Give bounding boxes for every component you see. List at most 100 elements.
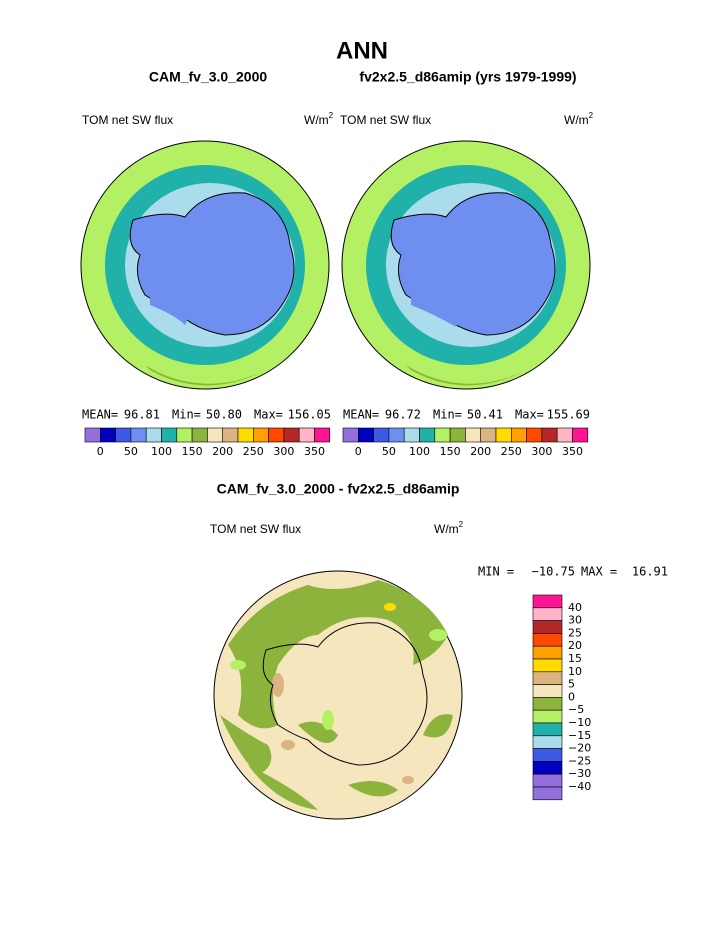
- colorbar-label: 40: [568, 601, 582, 614]
- colorbar-label: 100: [151, 445, 172, 458]
- stat-value: −10.75: [532, 565, 575, 579]
- colorbar-box: [532, 594, 563, 609]
- case-title: fv2x2.5_d86amip (yrs 1979-1999): [359, 69, 576, 85]
- colorbar-box: [532, 684, 563, 698]
- units: W/m2: [434, 520, 464, 536]
- colorbar-box: [314, 427, 331, 443]
- colorbar-label: 50: [382, 445, 396, 458]
- colorbar-label: 100: [409, 445, 430, 458]
- colorbar-label: 150: [440, 445, 461, 458]
- colorbar-label: 0: [97, 445, 104, 458]
- colorbar-box: [253, 427, 269, 443]
- colorbar-box: [532, 748, 563, 762]
- colorbar-box: [357, 427, 374, 443]
- colorbar-label: 250: [243, 445, 264, 458]
- stat-value: 96.81: [124, 408, 160, 422]
- colorbar-box: [532, 633, 563, 647]
- colorbar-box: [176, 427, 193, 443]
- colorbar-box: [465, 427, 481, 443]
- colorbar-box: [161, 427, 178, 443]
- colorbar-label: 15: [568, 652, 582, 665]
- stat-label: MAX =: [581, 565, 617, 579]
- colorbar-box: [268, 427, 285, 443]
- colorbar-box: [532, 761, 563, 775]
- colorbar-box: [342, 427, 359, 443]
- variable-label: TOM net SW flux: [82, 113, 173, 127]
- stat-label: MEAN=: [82, 408, 118, 422]
- colorbar-label: 200: [212, 445, 233, 458]
- colorbar-box: [532, 735, 563, 749]
- colorbar-label: 20: [568, 639, 582, 652]
- colorbar-box: [532, 658, 563, 673]
- colorbar-box: [541, 427, 558, 443]
- colorbar-box: [532, 722, 563, 737]
- stat-value: 50.41: [467, 408, 503, 422]
- colorbar-label: −15: [568, 729, 591, 742]
- map: [341, 140, 591, 390]
- colorbar-label: −20: [568, 742, 591, 755]
- stat-value: 16.91: [632, 565, 668, 579]
- colorbar-box: [222, 427, 239, 443]
- colorbar-box: [191, 427, 208, 443]
- colorbar-label: 0: [355, 445, 362, 458]
- stat-value: 50.80: [206, 408, 242, 422]
- colorbar-box: [480, 427, 497, 443]
- colorbar-box: [532, 786, 563, 801]
- colorbar-box: [532, 709, 563, 724]
- colorbar-box: [419, 427, 436, 443]
- map: [80, 140, 330, 390]
- colorbar-label: 30: [568, 614, 582, 627]
- colorbar-label: 250: [501, 445, 522, 458]
- variable-label: TOM net SW flux: [340, 113, 431, 127]
- colorbar-label: 200: [470, 445, 491, 458]
- colorbar-box: [207, 427, 223, 443]
- colorbar-box: [532, 697, 563, 711]
- title: ANN: [336, 37, 388, 64]
- colorbar-box: [237, 427, 254, 443]
- colorbar-box: [532, 620, 563, 634]
- colorbar: 0 50 100 150 200 250 300 350: [342, 427, 589, 458]
- colorbar-box: [403, 427, 420, 443]
- colorbar-label: 5: [568, 678, 575, 691]
- stat-label: Min=: [172, 408, 201, 422]
- colorbar-box: [434, 427, 451, 443]
- colorbar-box: [145, 427, 162, 443]
- colorbar-box: [532, 773, 563, 788]
- colorbar-box: [556, 427, 573, 443]
- colorbar-label: −40: [568, 780, 591, 793]
- colorbar-box: [572, 427, 589, 443]
- map: [213, 570, 463, 820]
- colorbar-box: [373, 427, 390, 443]
- variable-label: TOM net SW flux: [210, 522, 301, 536]
- colorbar-label: 50: [124, 445, 138, 458]
- colorbar-label: 350: [562, 445, 583, 458]
- stat-label: MEAN=: [343, 408, 379, 422]
- units: W/m2: [304, 111, 334, 127]
- colorbar: 0 50 100 150 200 250 300 350: [84, 427, 331, 458]
- colorbar-label: 0: [568, 690, 575, 703]
- colorbar-box: [532, 645, 563, 660]
- colorbar-box: [388, 427, 405, 443]
- colorbar-label: −5: [568, 703, 584, 716]
- colorbar-box: [495, 427, 512, 443]
- colorbar-box: [510, 427, 527, 443]
- stat-label: Min=: [433, 408, 462, 422]
- colorbar-box: [449, 427, 466, 443]
- colorbar-box: [532, 671, 563, 685]
- colorbar-box: [298, 427, 315, 443]
- colorbar-box: [130, 427, 147, 443]
- colorbar-label: 150: [182, 445, 203, 458]
- colorbar-box: [115, 427, 132, 443]
- stat-label: Max=: [515, 408, 544, 422]
- difference-title: CAM_fv_3.0_2000 - fv2x2.5_d86amip: [217, 481, 460, 497]
- colorbar-label: −25: [568, 754, 591, 767]
- stat-value: 156.05: [288, 408, 331, 422]
- colorbar-label: −10: [568, 716, 591, 729]
- colorbar-label: 350: [304, 445, 325, 458]
- colorbar-label: 25: [568, 626, 582, 639]
- stat-label: Max=: [254, 408, 283, 422]
- stat-value: 155.69: [547, 408, 590, 422]
- case-title: CAM_fv_3.0_2000: [149, 69, 268, 85]
